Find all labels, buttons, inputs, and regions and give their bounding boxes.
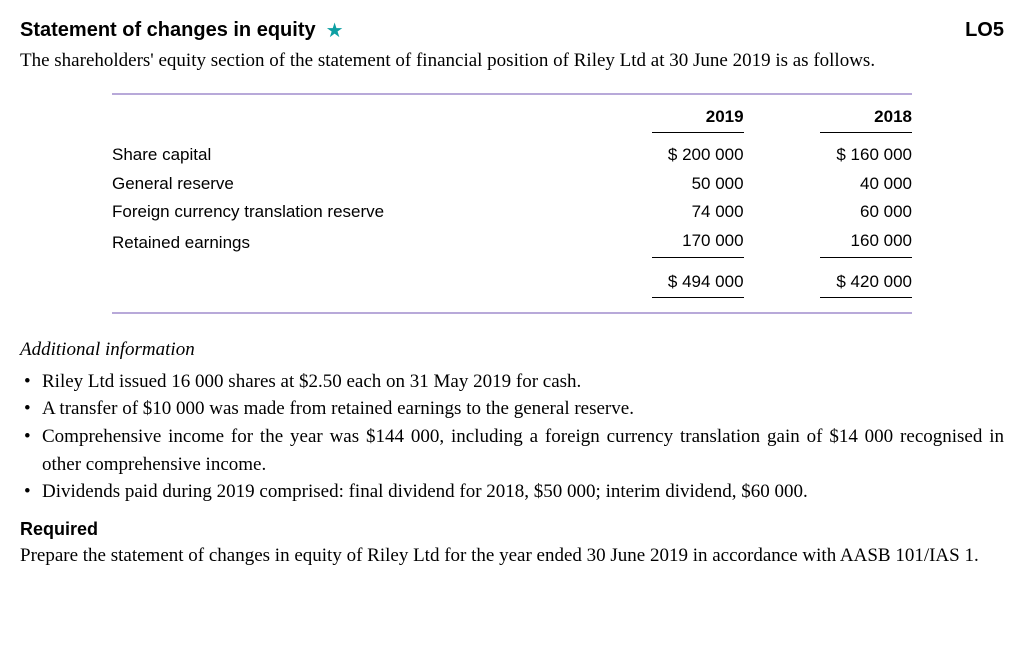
list-item: Riley Ltd issued 16 000 shares at $2.50 … [20, 368, 1004, 396]
table-row: Foreign currency translation reserve 74 … [112, 198, 912, 227]
row-value-2019: 170 000 [575, 227, 743, 262]
star-icon: ★ [326, 21, 344, 41]
row-value-2018: 160 000 [744, 227, 912, 262]
table-header-row: 2019 2018 [112, 94, 912, 138]
row-label: Foreign currency translation reserve [112, 198, 575, 227]
row-label: Retained earnings [112, 227, 575, 262]
intro-text: The shareholders' equity section of the … [20, 47, 1004, 75]
table-header-2019: 2019 [575, 94, 743, 138]
table-total-row: $ 494 000 $ 420 000 [112, 262, 912, 314]
row-value-2019: 50 000 [575, 170, 743, 199]
learning-objective-label: LO5 [965, 16, 1004, 45]
list-item: A transfer of $10 000 was made from reta… [20, 395, 1004, 423]
additional-info-heading: Additional information [20, 336, 1004, 364]
total-label [112, 262, 575, 314]
total-2018: $ 420 000 [744, 262, 912, 314]
equity-table: 2019 2018 Share capital $ 200 000 $ 160 … [112, 93, 912, 315]
table-header-2018: 2018 [744, 94, 912, 138]
table-row: General reserve 50 000 40 000 [112, 170, 912, 199]
table-header-blank [112, 94, 575, 138]
row-value-2019: $ 200 000 [575, 137, 743, 170]
row-label: Share capital [112, 137, 575, 170]
title-block: Statement of changes in equity ★ [20, 16, 344, 45]
required-heading: Required [20, 516, 1004, 542]
additional-info-list: Riley Ltd issued 16 000 shares at $2.50 … [20, 368, 1004, 506]
row-value-2019: 74 000 [575, 198, 743, 227]
row-value-2018: $ 160 000 [744, 137, 912, 170]
table-row: Share capital $ 200 000 $ 160 000 [112, 137, 912, 170]
list-item: Dividends paid during 2019 comprised: fi… [20, 478, 1004, 506]
row-value-2018: 60 000 [744, 198, 912, 227]
table-row: Retained earnings 170 000 160 000 [112, 227, 912, 262]
total-2019: $ 494 000 [575, 262, 743, 314]
page-title: Statement of changes in equity [20, 16, 316, 45]
row-value-2018: 40 000 [744, 170, 912, 199]
required-text: Prepare the statement of changes in equi… [20, 542, 1004, 570]
row-label: General reserve [112, 170, 575, 199]
equity-table-wrap: 2019 2018 Share capital $ 200 000 $ 160 … [112, 93, 912, 315]
list-item: Comprehensive income for the year was $1… [20, 423, 1004, 478]
header-row: Statement of changes in equity ★ LO5 [20, 16, 1004, 45]
